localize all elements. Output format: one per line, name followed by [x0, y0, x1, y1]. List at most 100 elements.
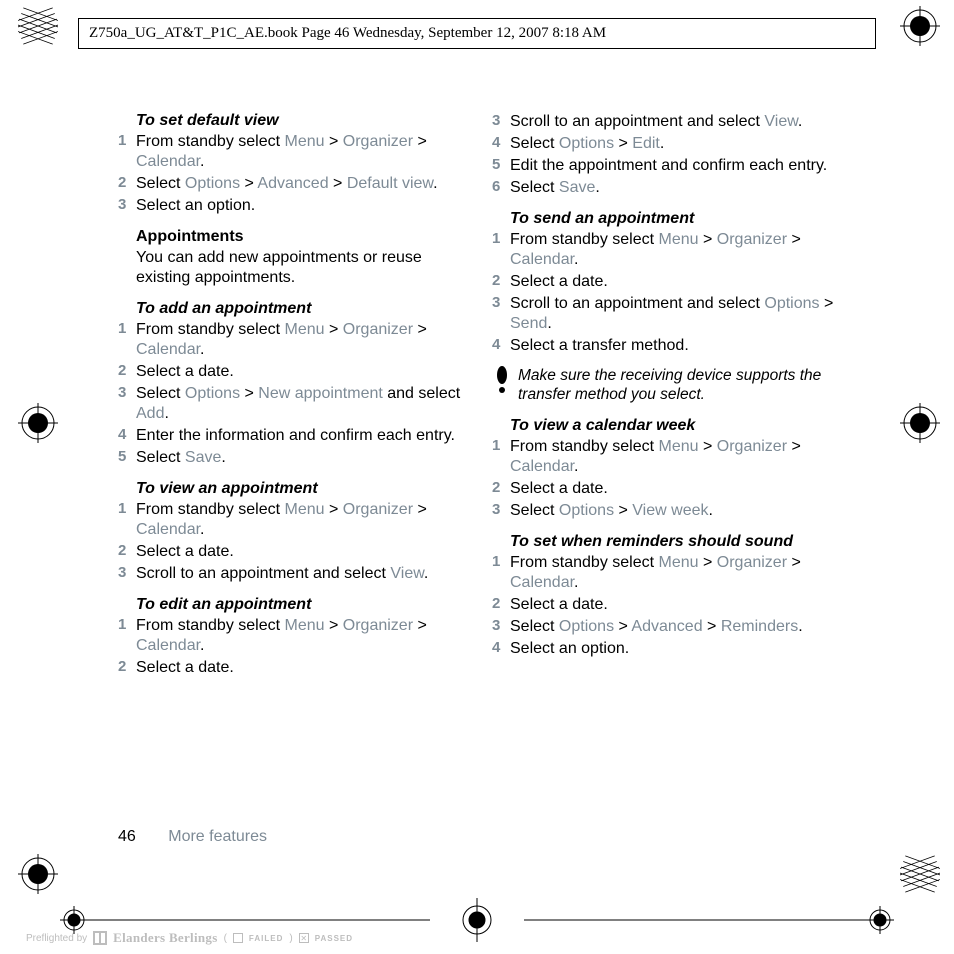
steps-view-appointment: 1From standby select Menu > Organizer > … — [118, 500, 464, 584]
step: 5Select Save. — [118, 448, 464, 468]
step: 3Select Options > Advanced > Reminders. — [492, 617, 838, 637]
heading-edit-appointment: To edit an appointment — [136, 596, 464, 614]
steps-edit-appointment-cont: 3Scroll to an appointment and select Vie… — [492, 112, 838, 198]
step-number: 4 — [492, 336, 500, 355]
page-number: 46 — [118, 828, 136, 846]
preflight-by: Preflighted by — [26, 933, 87, 944]
step-number: 5 — [118, 448, 126, 467]
preflight-paren-close: ) — [289, 933, 292, 944]
step-number: 3 — [118, 564, 126, 583]
steps-add-appointment: 1From standby select Menu > Organizer > … — [118, 320, 464, 468]
appointments-intro: You can add new appointments or reuse ex… — [136, 248, 464, 288]
step: 2Select a date. — [118, 362, 464, 382]
steps-set-default-view: 1From standby select Menu > Organizer > … — [118, 132, 464, 216]
heading-view-week: To view a calendar week — [510, 417, 838, 435]
steps-view-week: 1From standby select Menu > Organizer > … — [492, 437, 838, 521]
passed-box-icon: ✕ — [299, 933, 309, 943]
step: 3Scroll to an appointment and select Vie… — [492, 112, 838, 132]
berlings-icon — [93, 931, 107, 945]
step-number: 1 — [492, 230, 500, 249]
step: 2Select a date. — [492, 479, 838, 499]
step-number: 2 — [118, 658, 126, 677]
step-number: 4 — [492, 134, 500, 153]
step-number: 3 — [492, 112, 500, 131]
step: 1From standby select Menu > Organizer > … — [492, 437, 838, 477]
step: 4Select a transfer method. — [492, 336, 838, 356]
page-footer: 46 More features — [118, 828, 267, 846]
step: 2Select Options > Advanced > Default vie… — [118, 174, 464, 194]
step: 1From standby select Menu > Organizer > … — [118, 616, 464, 656]
step-number: 1 — [492, 437, 500, 456]
step: 2Select a date. — [118, 658, 464, 678]
step-number: 2 — [118, 174, 126, 193]
column-right: 3Scroll to an appointment and select Vie… — [492, 100, 838, 680]
page-header-box: Z750a_UG_AT&T_P1C_AE.book Page 46 Wednes… — [78, 18, 876, 49]
step-number: 1 — [492, 553, 500, 572]
failed-box-icon — [233, 933, 243, 943]
step: 1From standby select Menu > Organizer > … — [118, 132, 464, 172]
step-number: 3 — [118, 384, 126, 403]
steps-reminders-sound: 1From standby select Menu > Organizer > … — [492, 553, 838, 659]
step-number: 3 — [492, 294, 500, 313]
note-transfer-method: Make sure the receiving device supports … — [492, 366, 838, 405]
step: 1From standby select Menu > Organizer > … — [118, 320, 464, 360]
heading-add-appointment: To add an appointment — [136, 300, 464, 318]
step: 1From standby select Menu > Organizer > … — [492, 553, 838, 593]
note-text: Make sure the receiving device supports … — [518, 366, 838, 405]
step: 5Edit the appointment and confirm each e… — [492, 156, 838, 176]
exclamation-icon — [492, 366, 510, 398]
heading-appointments: Appointments — [136, 228, 464, 246]
reg-mark-tr — [900, 6, 940, 46]
steps-send-appointment: 1From standby select Menu > Organizer > … — [492, 230, 838, 356]
step-number: 3 — [492, 501, 500, 520]
reg-mark-bl — [18, 854, 58, 894]
heading-set-default-view: To set default view — [136, 112, 464, 130]
step-number: 2 — [492, 272, 500, 291]
step-number: 4 — [118, 426, 126, 445]
step: 3Select an option. — [118, 196, 464, 216]
section-title: More features — [168, 828, 267, 845]
step: 1From standby select Menu > Organizer > … — [118, 500, 464, 540]
step-number: 3 — [492, 617, 500, 636]
preflight-strip: Preflighted by Elanders Berlings ( FAILE… — [26, 930, 353, 946]
step: 6Select Save. — [492, 178, 838, 198]
step: 2Select a date. — [492, 595, 838, 615]
step-number: 2 — [118, 542, 126, 561]
step-number: 1 — [118, 500, 126, 519]
column-left: To set default view 1From standby select… — [118, 100, 464, 680]
step-number: 5 — [492, 156, 500, 175]
step-number: 2 — [492, 595, 500, 614]
step: 4Enter the information and confirm each … — [118, 426, 464, 446]
heading-view-appointment: To view an appointment — [136, 480, 464, 498]
step-number: 1 — [118, 616, 126, 635]
step-number: 1 — [118, 132, 126, 151]
preflight-passed: PASSED — [315, 934, 353, 943]
heading-send-appointment: To send an appointment — [510, 210, 838, 228]
step: 3Scroll to an appointment and select Vie… — [118, 564, 464, 584]
step-number: 1 — [118, 320, 126, 339]
reg-mark-tl — [18, 6, 58, 46]
preflight-brand: Elanders Berlings — [113, 930, 217, 946]
header-text: Z750a_UG_AT&T_P1C_AE.book Page 46 Wednes… — [89, 25, 606, 41]
step-number: 2 — [492, 479, 500, 498]
reg-mark-ml — [18, 403, 58, 443]
step-number: 6 — [492, 178, 500, 197]
steps-edit-appointment-start: 1From standby select Menu > Organizer > … — [118, 616, 464, 678]
preflight-failed: FAILED — [249, 934, 283, 943]
step: 3Select Options > View week. — [492, 501, 838, 521]
step-number: 4 — [492, 639, 500, 658]
step-number: 2 — [118, 362, 126, 381]
step: 3Select Options > New appointment and se… — [118, 384, 464, 424]
reg-mark-mr — [900, 403, 940, 443]
step: 1From standby select Menu > Organizer > … — [492, 230, 838, 270]
step-number: 3 — [118, 196, 126, 215]
step: 2Select a date. — [492, 272, 838, 292]
preflight-paren: ( — [224, 933, 227, 944]
reg-mark-br — [900, 854, 940, 894]
step: 2Select a date. — [118, 542, 464, 562]
content-area: To set default view 1From standby select… — [118, 100, 838, 680]
step: 4Select an option. — [492, 639, 838, 659]
heading-reminders-sound: To set when reminders should sound — [510, 533, 838, 551]
step: 3Scroll to an appointment and select Opt… — [492, 294, 838, 334]
step: 4Select Options > Edit. — [492, 134, 838, 154]
